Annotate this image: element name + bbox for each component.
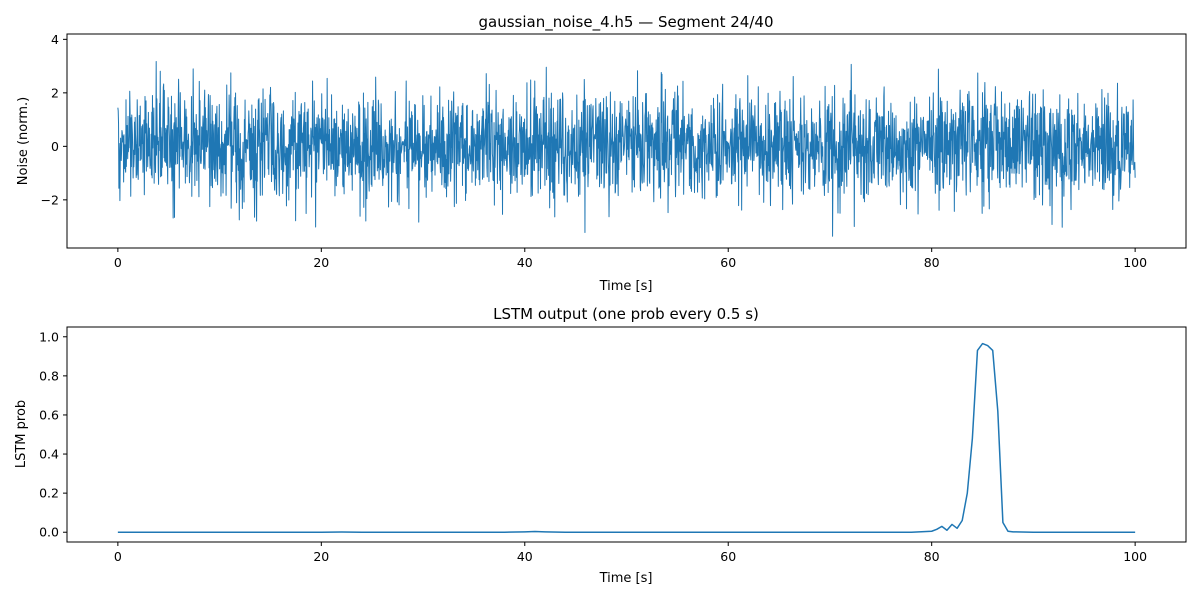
lstm-y-tick-label: 0.4 xyxy=(39,447,59,462)
lstm-x-tick-label: 100 xyxy=(1123,549,1147,564)
noise-plot-area xyxy=(117,61,1136,237)
lstm-x-tick-label: 0 xyxy=(114,549,122,564)
noise-y-ticks: −2 0 2 4 xyxy=(41,32,67,207)
lstm-y-tick-label: 0.0 xyxy=(39,525,59,540)
lstm-y-tick-label: 0.6 xyxy=(39,407,59,422)
noise-x-tick-label: 100 xyxy=(1123,255,1147,270)
lstm-x-axis-label: Time [s] xyxy=(599,571,653,586)
noise-x-tick-label: 60 xyxy=(720,255,736,270)
noise-y-tick-label: −2 xyxy=(41,192,59,207)
lstm-prob-series-line xyxy=(117,342,1136,533)
noise-y-tick-label: 2 xyxy=(51,85,59,100)
lstm-x-tick-label: 60 xyxy=(720,549,736,564)
lstm-chart-title: LSTM output (one prob every 0.5 s) xyxy=(493,305,759,323)
noise-axes-frame xyxy=(66,33,1187,249)
lstm-plot-area xyxy=(117,342,1136,533)
noise-x-axis-label: Time [s] xyxy=(599,279,653,294)
lstm-y-ticks: 0.0 0.2 0.4 0.6 0.8 1.0 xyxy=(39,329,67,540)
lstm-subplot: LSTM output (one prob every 0.5 s) 0 20 40… xyxy=(14,305,1187,586)
noise-y-tick-label: 0 xyxy=(51,139,59,154)
lstm-y-tick-label: 0.2 xyxy=(39,486,59,501)
noise-chart-title: gaussian_noise_4.h5 — Segment 24/40 xyxy=(478,13,773,32)
lstm-y-axis-label: LSTM prob xyxy=(14,400,29,468)
lstm-y-tick-label: 0.8 xyxy=(39,368,59,383)
noise-y-tick-label: 4 xyxy=(51,32,59,47)
noise-x-tick-label: 20 xyxy=(313,255,329,270)
lstm-x-tick-label: 80 xyxy=(924,549,940,564)
lstm-x-tick-label: 20 xyxy=(313,549,329,564)
lstm-x-tick-label: 40 xyxy=(517,549,533,564)
lstm-x-ticks: 0 20 40 60 80 100 xyxy=(114,542,1147,564)
noise-x-tick-label: 40 xyxy=(517,255,533,270)
noise-y-axis-label: Noise (norm.) xyxy=(16,97,31,185)
lstm-axes-frame xyxy=(66,326,1187,543)
noise-x-tick-label: 80 xyxy=(924,255,940,270)
noise-series-line xyxy=(117,61,1136,237)
lstm-y-tick-label: 1.0 xyxy=(39,329,59,344)
noise-x-ticks: 0 20 40 60 80 100 xyxy=(114,248,1147,270)
noise-subplot: gaussian_noise_4.h5 — Segment 24/40 0 20 4… xyxy=(16,13,1187,294)
noise-x-tick-label: 0 xyxy=(114,255,122,270)
